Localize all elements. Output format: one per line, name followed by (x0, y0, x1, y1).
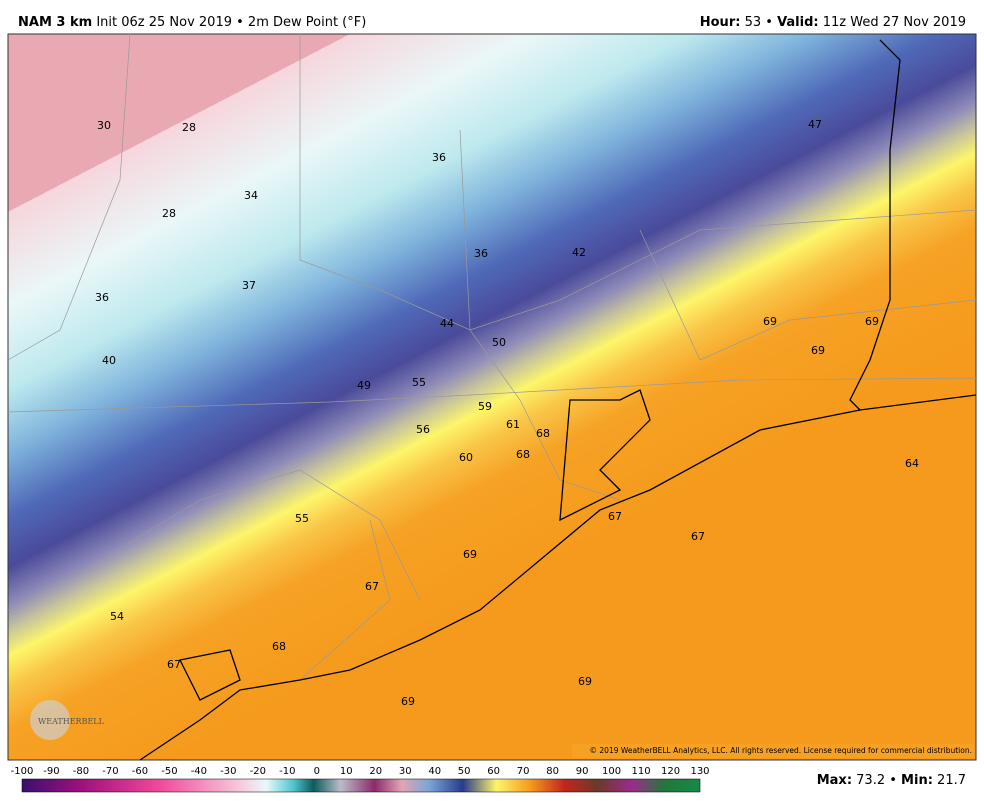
colorbar-tick-label: 110 (631, 766, 650, 777)
colorbar-tick-label: 50 (458, 766, 471, 777)
colorbar-tick-label: 0 (314, 766, 320, 777)
colorbar-tick-label: 90 (576, 766, 589, 777)
copyright-bg (572, 744, 974, 758)
max-label: Max: (817, 773, 852, 788)
dew-point-label: 44 (440, 317, 454, 330)
logo-icon (30, 700, 70, 740)
dew-point-label: 69 (578, 675, 592, 688)
dew-point-label: 55 (295, 512, 309, 525)
dew-point-label: 56 (416, 423, 430, 436)
county-lines (7, 33, 977, 681)
valid: 11z Wed 27 Nov 2019 (823, 15, 966, 30)
colorbar-tick-label: -90 (43, 766, 59, 777)
map-labels: 30 28 36 34 28 37 36 40 47 42 36 44 50 49 55 59 61 68 68 56… (95, 118, 919, 708)
dew-point-label: 68 (536, 427, 550, 440)
valid-label: Valid: (777, 15, 819, 30)
dew-point-label: 37 (242, 279, 256, 292)
dew-point-label: 67 (167, 658, 181, 671)
colorbar-tick-label: 70 (517, 766, 530, 777)
max: 73.2 • (856, 773, 897, 788)
colorbar-tick-label: 40 (428, 766, 441, 777)
dew-point-label: 42 (572, 246, 586, 259)
dew-point-label: 67 (365, 580, 379, 593)
colorbar-tick-label: -20 (250, 766, 266, 777)
dew-point-label: 67 (691, 530, 705, 543)
header-left: NAM 3 km Init 06z 25 Nov 2019 • 2m Dew P… (18, 15, 366, 30)
dew-point-label: 54 (110, 610, 124, 623)
dew-point-label: 64 (905, 457, 919, 470)
colorbar-tick-label: 20 (369, 766, 382, 777)
colorbar-tick-label: 120 (661, 766, 680, 777)
dew-point-label: 61 (506, 418, 520, 431)
colorbar-tick-label: -70 (102, 766, 118, 777)
dew-point-label: 47 (808, 118, 822, 131)
colorbar-ticks: -100 -90 -80 -70 -60 -50 -40 -30 -20 -10 0 10 20 30 40… (11, 766, 710, 777)
copyright: © 2019 WeatherBELL Analytics, LLC. All r… (590, 746, 972, 755)
dew-point-label: 34 (244, 189, 258, 202)
header-right: Hour: 53 • Valid: 11z Wed 27 Nov 2019 (700, 15, 966, 30)
colorbar (21, 778, 701, 793)
dew-point-label: 68 (516, 448, 530, 461)
min-label: Min: (901, 773, 933, 788)
dew-point-label: 28 (162, 207, 176, 220)
dew-point-label: 55 (412, 376, 426, 389)
dew-point-label: 69 (811, 344, 825, 357)
dew-point-label: 36 (474, 247, 488, 260)
dew-point-label: 50 (492, 336, 506, 349)
colorbar-tick-label: 30 (399, 766, 412, 777)
description: Init 06z 25 Nov 2019 • 2m Dew Point (°F) (96, 15, 366, 30)
colorbar-tick-label: 100 (602, 766, 621, 777)
map-field (7, 33, 977, 761)
colorbar-tick-label: -40 (191, 766, 207, 777)
dew-point-label: 69 (763, 315, 777, 328)
logo: WEATHERBELL (38, 717, 105, 726)
colorbar-tick-label: 10 (340, 766, 353, 777)
colorbar-tick-label: -10 (279, 766, 295, 777)
colorbar-tick-label: -50 (161, 766, 177, 777)
dew-point-label: 68 (272, 640, 286, 653)
dew-point-label: 49 (357, 379, 371, 392)
footer: Max: 73.2 • Min: 21.7 (817, 773, 966, 788)
colorbar-tick-label: -60 (132, 766, 148, 777)
colorbar-tick-label: -80 (73, 766, 89, 777)
colorbar-tick-label: 80 (546, 766, 559, 777)
colorbar-tick-label: 130 (690, 766, 709, 777)
colorbar-tick-label: -100 (11, 766, 34, 777)
dew-point-label: 36 (95, 291, 109, 304)
min: 21.7 (937, 773, 966, 788)
dew-point-label: 36 (432, 151, 446, 164)
dew-point-label: 59 (478, 400, 492, 413)
colorbar-tick-label: -30 (220, 766, 236, 777)
hour-label: Hour: (700, 15, 741, 30)
hour: 53 • (745, 15, 773, 30)
dew-point-label: 30 (97, 119, 111, 132)
dew-point-label: 69 (463, 548, 477, 561)
coastline (139, 39, 977, 761)
dew-point-label: 69 (401, 695, 415, 708)
dew-point-label: 69 (865, 315, 879, 328)
dew-point-label: 60 (459, 451, 473, 464)
colorbar-tick-label: 60 (487, 766, 500, 777)
model: NAM 3 km (18, 15, 92, 30)
dew-point-label: 67 (608, 510, 622, 523)
dew-point-label: 28 (182, 121, 196, 134)
dew-point-label: 40 (102, 354, 116, 367)
